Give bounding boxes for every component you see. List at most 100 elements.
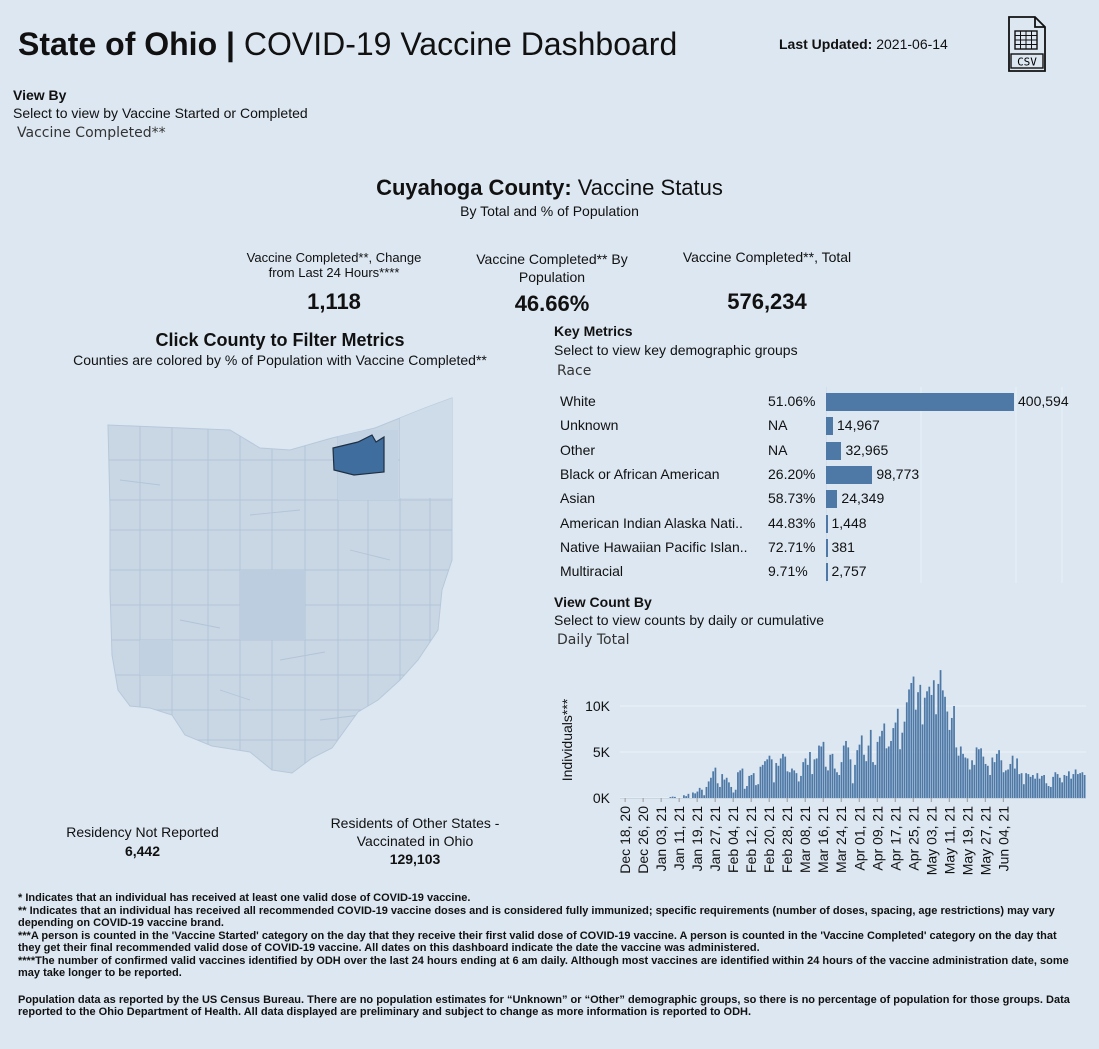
daily-bar — [1056, 774, 1059, 798]
daily-bar — [1020, 773, 1023, 798]
daily-bar — [962, 753, 964, 798]
daily-bar — [1072, 774, 1075, 798]
daily-bar — [732, 792, 735, 798]
race-count: 381 — [831, 538, 855, 555]
race-count: 24,349 — [841, 490, 885, 507]
cuyahoga-county[interactable] — [332, 434, 385, 476]
x-tick-label: Jun 04, 21 — [995, 806, 1011, 872]
race-row[interactable]: Unknown NA 14,967 — [554, 414, 1084, 438]
daily-bar — [1025, 773, 1027, 798]
race-row[interactable]: American Indian Alaska Nati.. 44.83% 1,448 — [554, 512, 1084, 536]
x-tick-label: Mar 24, 21 — [833, 806, 849, 873]
county-status-title: Cuyahoga County: Vaccine Status — [0, 175, 1099, 201]
daily-bar — [721, 774, 724, 798]
key-metrics-selector[interactable]: Race — [557, 363, 592, 379]
race-row[interactable]: Multiracial 9.71% 2,757 — [554, 560, 1084, 584]
daily-bar — [829, 754, 832, 798]
daily-bar — [815, 758, 818, 798]
x-tick-label: Feb 28, 21 — [779, 806, 795, 873]
daily-bar — [674, 796, 676, 798]
race-row[interactable]: Asian 58.73% 24,349 — [554, 487, 1084, 511]
daily-bar — [1067, 771, 1070, 798]
daily-bar — [714, 767, 717, 798]
y-tick-label: 10K — [585, 698, 611, 714]
x-tick-label: Feb 12, 21 — [743, 806, 759, 873]
daily-bar — [1052, 776, 1054, 798]
daily-bar — [939, 670, 942, 798]
daily-bar — [991, 757, 994, 798]
race-row[interactable]: Black or African American 26.20% 98,773 — [554, 463, 1084, 487]
daily-bar — [935, 714, 937, 798]
daily-bar — [869, 729, 872, 798]
x-tick-label: May 19, 21 — [959, 806, 975, 875]
daily-bar — [1077, 774, 1079, 798]
daily-bar — [827, 770, 829, 798]
daily-bar — [1036, 773, 1039, 798]
daily-bar — [946, 711, 949, 798]
race-bar — [826, 393, 1014, 411]
view-count-selector[interactable]: Daily Total — [557, 632, 630, 648]
daily-bar — [865, 761, 868, 798]
daily-bar — [1000, 760, 1003, 798]
race-bar — [826, 417, 834, 436]
daily-bar — [795, 773, 798, 798]
daily-bar — [741, 768, 744, 798]
daily-bar — [696, 791, 699, 798]
map-subtitle: Counties are colored by % of Population … — [73, 352, 487, 368]
race-pct: NA — [768, 417, 788, 434]
daily-bar — [725, 777, 728, 798]
x-tick-label: May 11, 21 — [941, 806, 957, 874]
race-count: 98,773 — [876, 465, 920, 482]
daily-bar — [1074, 769, 1077, 798]
daily-bar — [937, 683, 940, 798]
race-row[interactable]: White 51.06% 400,594 — [554, 390, 1084, 414]
daily-bar — [917, 692, 919, 798]
daily-bar — [838, 775, 841, 798]
view-count-subtitle: Select to view counts by daily or cumula… — [554, 612, 825, 628]
daily-bar — [743, 788, 746, 798]
csv-download-button[interactable]: CSV — [1007, 16, 1047, 72]
map-title: Click County to Filter Metrics — [155, 330, 405, 350]
x-tick-label: Feb 04, 21 — [725, 806, 741, 873]
daily-bar — [968, 769, 971, 798]
county-status-label: Vaccine Status — [571, 175, 723, 200]
csv-file-icon: CSV — [1008, 16, 1046, 72]
race-pct: 51.06% — [768, 393, 816, 409]
kpi-population-value: 46.66% — [514, 291, 590, 316]
daily-bar — [770, 759, 773, 798]
daily-bar — [791, 768, 793, 798]
view-by-selector[interactable]: Vaccine Completed** — [17, 125, 166, 141]
race-row[interactable]: Native Hawaiian Pacific Islan.. 72.71% 381 — [554, 536, 1084, 560]
daily-bar — [687, 793, 690, 798]
daily-bar — [698, 787, 701, 798]
race-name: White — [560, 393, 596, 409]
daily-bar — [910, 683, 913, 798]
daily-bar — [1018, 774, 1021, 798]
daily-bar — [950, 717, 953, 798]
race-row[interactable]: Other NA 32,965 — [554, 439, 1084, 463]
daily-bar — [914, 709, 917, 798]
title-dashboard: COVID-19 Vaccine Dashboard — [234, 26, 678, 62]
daily-bar — [980, 748, 982, 798]
daily-bar — [966, 758, 969, 798]
daily-bar — [737, 772, 739, 798]
daily-bar — [748, 775, 751, 798]
y-axis-title: Individuals*** — [559, 698, 575, 781]
daily-bar — [953, 706, 955, 798]
x-tick-label: Mar 16, 21 — [815, 806, 831, 873]
race-pct: 9.71% — [768, 563, 808, 580]
daily-bar — [705, 786, 708, 798]
x-tick-label: Feb 20, 21 — [761, 806, 777, 873]
race-bar — [826, 563, 828, 582]
daily-bar — [1040, 775, 1043, 798]
race-name: Multiracial — [560, 563, 624, 580]
daily-bar — [845, 740, 847, 798]
footnote-3: ***A person is counted in the 'Vaccine S… — [18, 929, 1057, 955]
x-tick-label: Apr 17, 21 — [887, 806, 903, 871]
footnote-1: * Indicates that an individual has recei… — [18, 892, 471, 904]
county-status-subtitle: By Total and % of Population — [460, 203, 639, 219]
race-pct: 26.20% — [768, 465, 816, 482]
race-name: Asian — [560, 490, 596, 507]
daily-bar — [986, 765, 989, 798]
other-states-label: Residents of Other States - Vaccinated i… — [330, 815, 500, 849]
